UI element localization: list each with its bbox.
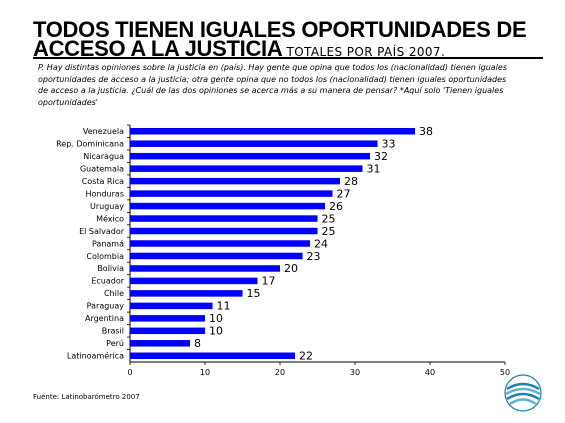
data-label: 31 <box>367 162 381 175</box>
x-tick-label: 40 <box>425 368 435 377</box>
category-label: Bolivia <box>97 264 124 273</box>
bar <box>130 352 295 360</box>
category-label: Honduras <box>86 189 125 198</box>
data-label: 11 <box>217 300 231 313</box>
category-label: Guatemala <box>80 164 124 173</box>
data-label: 25 <box>322 212 336 225</box>
category-label: Ecuador <box>91 277 124 286</box>
data-label: 28 <box>344 175 358 188</box>
category-label: El Salvador <box>79 227 125 236</box>
latinobarometro-logo-icon <box>504 374 542 412</box>
data-label: 38 <box>419 125 433 138</box>
category-label: Uruguay <box>90 202 124 211</box>
data-label: 27 <box>337 187 351 200</box>
x-tick-label: 0 <box>127 368 132 377</box>
bar <box>130 277 258 285</box>
data-label: 26 <box>329 200 343 213</box>
data-label: 17 <box>262 275 276 288</box>
category-label: Chile <box>104 289 124 298</box>
title-line-2-text: ACCESO A LA JUSTICIA <box>33 36 283 61</box>
title-line-1: TODOS TIENEN IGUALES OPORTUNIDADES DE <box>33 17 527 42</box>
bar <box>130 190 333 197</box>
bar <box>130 327 205 335</box>
chart-subtitle: TOTALES POR PAÍS 2007. <box>286 45 446 59</box>
category-label: Perú <box>106 339 124 348</box>
category-label: Latinoamérica <box>67 351 124 361</box>
data-label: 33 <box>382 138 396 151</box>
bar <box>130 315 205 322</box>
bar <box>130 240 310 247</box>
data-label: 20 <box>284 262 298 275</box>
bar <box>130 265 280 272</box>
title-divider <box>33 57 543 59</box>
data-label: 10 <box>209 312 223 325</box>
source-note: Fuente: Latinobarómetro 2007 <box>33 393 140 401</box>
bar <box>130 140 378 147</box>
data-label: 32 <box>374 150 388 163</box>
data-label: 23 <box>307 250 321 263</box>
title-line-2: ACCESO A LA JUSTICIA TOTALES POR PAÍS 200… <box>33 36 553 62</box>
bar <box>130 290 243 297</box>
category-label: Argentina <box>85 314 124 323</box>
bar <box>130 202 325 210</box>
data-label: 24 <box>314 237 328 250</box>
category-label: Nicaragua <box>83 152 124 161</box>
bar <box>130 252 303 260</box>
bar <box>130 165 363 172</box>
bar <box>130 152 370 160</box>
bar <box>130 302 213 310</box>
category-label: Paraguay <box>87 302 125 311</box>
x-tick-label: 50 <box>500 368 510 377</box>
category-label: Costa Rica <box>82 177 124 186</box>
bar <box>130 177 340 185</box>
bar <box>130 227 318 235</box>
chart-title: TODOS TIENEN IGUALES OPORTUNIDADES DE AC… <box>33 17 553 62</box>
bar <box>130 340 190 347</box>
category-label: Rep. Dominicana <box>56 140 124 149</box>
category-label: Venezuela <box>83 127 124 136</box>
bar <box>130 127 415 135</box>
data-label: 15 <box>247 287 261 300</box>
survey-question: P. Hay distintas opiniones sobre la just… <box>38 63 507 107</box>
category-label: Panamá <box>92 239 124 248</box>
bar <box>130 215 318 222</box>
data-label: 8 <box>194 337 201 350</box>
data-label: 25 <box>322 225 336 238</box>
data-label: 22 <box>299 350 313 363</box>
data-label: 10 <box>209 325 223 338</box>
x-tick-label: 20 <box>275 368 285 377</box>
x-tick-label: 10 <box>200 368 210 377</box>
x-tick-label: 30 <box>350 368 360 377</box>
category-label: Brasil <box>102 327 124 336</box>
category-label: Colombia <box>86 252 124 261</box>
category-label: México <box>96 213 124 223</box>
